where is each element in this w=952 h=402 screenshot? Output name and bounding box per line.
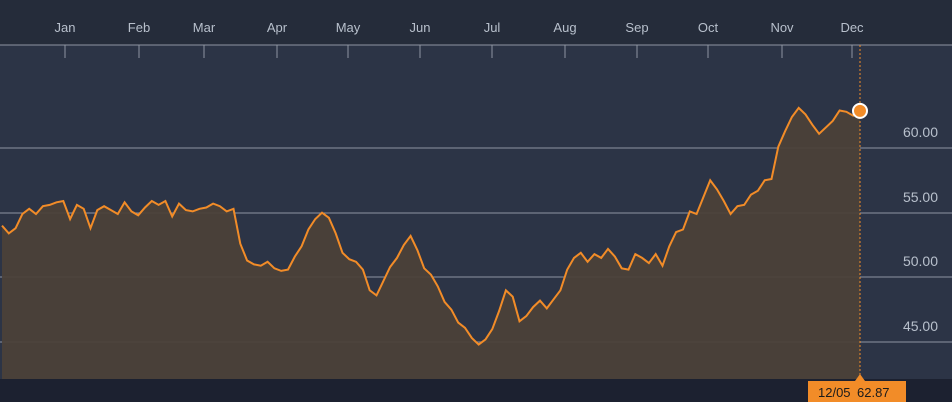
x-tick-label: Aug [553,20,576,35]
last-price-dot[interactable] [852,102,868,119]
x-tick-label: Sep [625,20,648,35]
y-tick-label: 55.00 [903,189,938,205]
x-tick-label: Apr [267,20,288,35]
x-tick-label: Jan [55,20,76,35]
y-tick-label: 45.00 [903,318,938,334]
x-tick-label: May [336,20,361,35]
y-tick-label: 50.00 [903,253,938,269]
badge-date-text: 12/05 [818,385,851,400]
x-tick-label: Oct [698,20,719,35]
price-line [1,106,861,346]
x-tick-label: Mar [193,20,216,35]
badge-background [808,381,906,402]
x-tick-label: Jun [410,20,431,35]
x-tick-label: Jul [484,20,501,35]
x-axis-ticks: Jan Feb Mar Apr May Jun Jul Aug Sep Oct Nov Dec [55,20,864,58]
y-tick-label: 60.00 [903,124,938,140]
price-area [2,107,860,380]
x-tick-label: Nov [770,20,794,35]
last-price-badge: 12/05 62.87 [808,374,906,402]
badge-pointer [855,374,865,381]
badge-value-text: 62.87 [857,385,890,400]
x-tick-label: Feb [128,20,150,35]
x-tick-label: Dec [840,20,864,35]
bottom-band [0,379,952,402]
